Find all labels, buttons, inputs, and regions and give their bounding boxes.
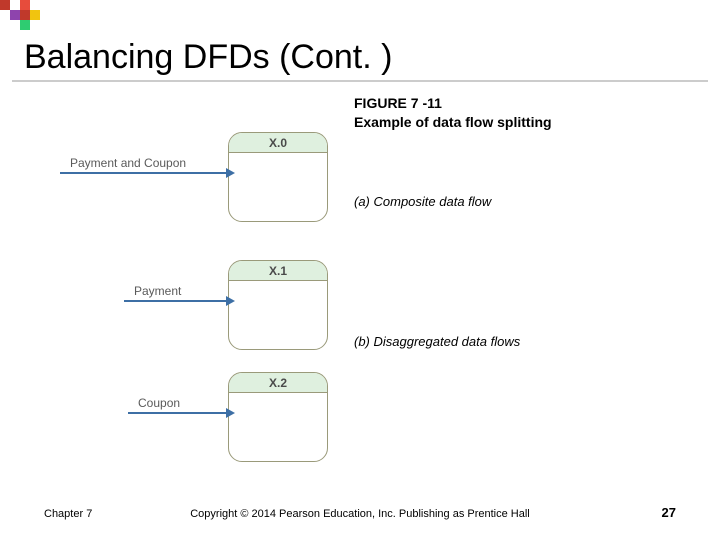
logo-cell [10,20,20,30]
flow-label-coupon: Coupon [138,396,180,410]
logo-cell [0,10,10,20]
logo-cell [20,10,30,20]
title-underline [12,80,708,82]
logo-cell [0,0,10,10]
logo-grid [0,0,40,30]
figure-caption: Example of data flow splitting [354,114,552,130]
logo-cell [10,0,20,10]
process-header: X.0 [229,133,327,153]
flow-arrow-line [60,172,228,174]
flow-label-payment-and-coupon: Payment and Coupon [70,156,186,170]
flow-label-payment: Payment [134,284,181,298]
logo [0,0,40,30]
flow-arrow-head-icon [226,408,235,418]
footer-page-number: 27 [662,505,676,520]
process-header: X.1 [229,261,327,281]
process-box-x0: X.0 [228,132,328,222]
process-box-x1: X.1 [228,260,328,350]
footer-copyright: Copyright © 2014 Pearson Education, Inc.… [0,508,720,520]
caption-a: (a) Composite data flow [354,194,491,209]
logo-cell [30,0,40,10]
process-header: X.2 [229,373,327,393]
figure-label: FIGURE 7 -11 Example of data flow splitt… [354,94,552,132]
logo-cell [0,20,10,30]
logo-cell [10,10,20,20]
logo-cell [20,0,30,10]
flow-arrow-line [128,412,228,414]
figure-number: FIGURE 7 -11 [354,95,442,111]
flow-arrow-head-icon [226,296,235,306]
page-title: Balancing DFDs (Cont. ) [24,38,392,77]
flow-arrow-line [124,300,228,302]
logo-cell [20,20,30,30]
caption-b: (b) Disaggregated data flows [354,334,520,349]
logo-cell [30,20,40,30]
process-box-x2: X.2 [228,372,328,462]
flow-arrow-head-icon [226,168,235,178]
logo-cell [30,10,40,20]
